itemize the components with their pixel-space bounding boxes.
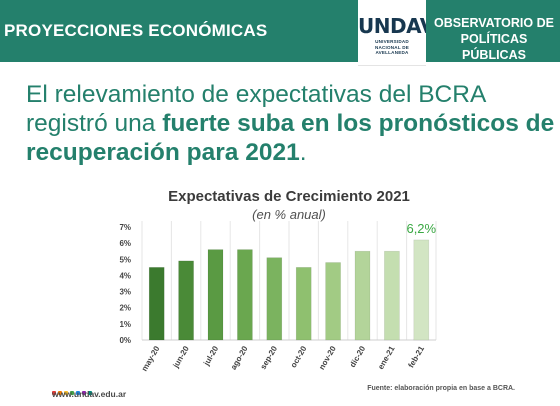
y-axis: 0% 1% 2% 3% 4% 5% 6% 7% [119, 223, 131, 345]
y-tick-label: 1% [119, 320, 131, 329]
color-dot [52, 391, 56, 395]
headline-bold-text: fuerte suba en los pronósticos de recupe… [26, 110, 555, 166]
observatory-title: OBSERVATORIO DE POLÍTICAS PÚBLICAS [430, 15, 558, 63]
x-tick-label: jun-20 [171, 344, 191, 370]
x-tick-label: dic-20 [348, 344, 368, 369]
chart-subtitle: (en % anual) [252, 207, 326, 222]
bar-ene-21[interactable] [384, 250, 400, 341]
logo-subtitle-line-3: AVELLANEDA [375, 50, 409, 56]
data-labels: 6,2% [406, 221, 436, 236]
header-banner-left: PROYECCIONES ECONÓMICAS [0, 0, 358, 62]
y-tick-label: 6% [119, 239, 131, 248]
color-dot [76, 391, 80, 395]
logo-subtitle-line-1: UNIVERSIDAD [375, 39, 409, 44]
color-dot [70, 391, 74, 395]
bar-nov-20[interactable] [325, 262, 341, 341]
color-dot [82, 391, 86, 395]
footer-url[interactable]: www.undav.edu.ar [52, 389, 127, 399]
x-tick-label: sep-20 [259, 344, 280, 371]
x-tick-label: may-20 [140, 344, 162, 373]
color-dot [64, 391, 68, 395]
color-dot [58, 391, 62, 395]
x-tick-label: feb-21 [406, 344, 426, 369]
y-tick-label: 7% [119, 223, 131, 232]
x-axis: may-20 jun-20 jul-20 ago-20 sep-20 oct-20 nov-… [140, 344, 426, 373]
bar-feb-21[interactable] [413, 239, 430, 341]
y-tick-label: 5% [119, 255, 131, 264]
bar-may-20[interactable] [148, 267, 165, 341]
header-banner-right [426, 0, 560, 62]
bar-jul-20[interactable] [207, 249, 224, 341]
data-label-highlight: 6,2% [406, 221, 436, 236]
x-tick-label: nov-20 [317, 344, 338, 371]
x-tick-label: ago-20 [229, 344, 250, 371]
logo-mark: UNDAV [358, 14, 435, 38]
footer-color-dots [52, 382, 94, 395]
chart-title: Expectativas de Crecimiento 2021 [168, 188, 410, 205]
section-title: PROYECCIONES ECONÓMICAS [4, 21, 268, 40]
logo-subtitle-line-2: NACIONAL DE [374, 44, 410, 50]
header: PROYECCIONES ECONÓMICAS UNDAV UNIVERSIDA… [0, 0, 560, 66]
logo-subtitle: UNIVERSIDAD NACIONAL DE AVELLANEDA [358, 39, 426, 56]
chart-bars [148, 239, 430, 341]
headline-period: . [299, 139, 307, 166]
bar-ago-20[interactable] [237, 249, 253, 341]
observatory-line-2: POLÍTICAS PÚBLICAS [460, 32, 528, 62]
bar-sep-20[interactable] [266, 257, 283, 341]
y-tick-label: 4% [119, 271, 131, 280]
color-dot [88, 391, 92, 395]
x-tick-label: jul-20 [201, 344, 220, 368]
y-tick-label: 0% [119, 336, 131, 345]
x-tick-label: oct-20 [289, 344, 309, 369]
y-tick-label: 3% [119, 288, 131, 297]
bar-dic-20[interactable] [354, 250, 371, 341]
headline-text: El relevamiento de expectativas del BCRA… [26, 81, 485, 137]
x-tick-label: ene-21 [376, 344, 397, 371]
headline: El relevamiento de expectativas del BCRA… [26, 80, 556, 167]
footer-source: Fuente: elaboración propia en base a BCR… [367, 385, 515, 392]
observatory-line-1: OBSERVATORIO DE [434, 16, 554, 30]
y-tick-label: 2% [119, 304, 131, 313]
bar-oct-20[interactable] [295, 267, 312, 341]
undav-logo[interactable]: UNDAV UNIVERSIDAD NACIONAL DE AVELLANEDA [358, 0, 435, 66]
bar-jun-20[interactable] [178, 260, 194, 341]
